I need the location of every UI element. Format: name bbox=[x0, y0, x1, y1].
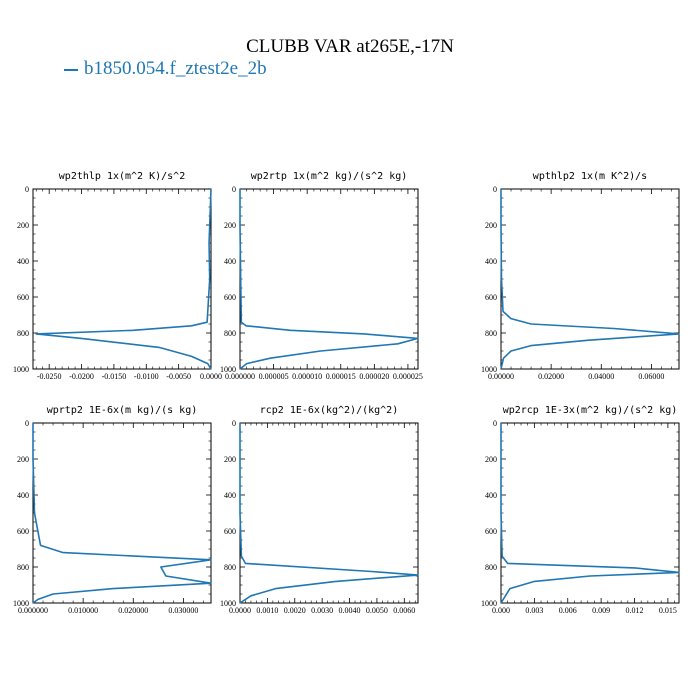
x-tick-label: 0.000000 bbox=[18, 606, 48, 615]
y-tick-label: 1000 bbox=[13, 599, 29, 608]
chart-panel-2: wp2rtp 1x(m^2 kg)/(s^2 kg) 0 200 400 600 800 1… bbox=[220, 171, 423, 381]
y-tick-label: 400 bbox=[17, 257, 29, 266]
y-tick-label: 1000 bbox=[220, 599, 236, 608]
series-line bbox=[239, 423, 419, 604]
chart-panel-3: wpthlp2 1x(m K^2)/s 0 200 400 600 800 10000.00… bbox=[481, 171, 680, 381]
x-tick-label: 0.030000 bbox=[168, 606, 198, 615]
y-tick-label: 1000 bbox=[13, 365, 29, 374]
y-tick-label: 600 bbox=[17, 293, 29, 302]
y-tick-label: 600 bbox=[224, 527, 236, 536]
y-tick-label: 600 bbox=[224, 293, 236, 302]
y-tick-label: 200 bbox=[224, 221, 236, 230]
y-tick-label: 200 bbox=[485, 221, 497, 230]
x-tick-label: 0.006 bbox=[559, 606, 577, 615]
chart-panel-5: rcp2 1E-6x(kg^2)/(kg^2) 0 200 400 600 800 1000… bbox=[220, 405, 419, 615]
plot-frame bbox=[500, 188, 680, 370]
x-tick-label: 0.003 bbox=[525, 606, 543, 615]
x-tick-label: 0.0000 bbox=[200, 372, 222, 381]
y-tick-label: 600 bbox=[485, 293, 497, 302]
y-tick-label: 400 bbox=[224, 257, 236, 266]
x-tick-label: 0.012 bbox=[626, 606, 644, 615]
x-tick-label: 0.010000 bbox=[68, 606, 98, 615]
series-line bbox=[239, 189, 419, 370]
x-tick-label: 0.0000 bbox=[229, 606, 251, 615]
y-tick-label: 400 bbox=[224, 491, 236, 500]
x-tick-label: 0.020000 bbox=[118, 606, 148, 615]
x-tick-label: 0.000020 bbox=[359, 372, 389, 381]
panel-title: wpthlp2 1x(m K^2)/s bbox=[533, 171, 647, 182]
y-tick-label: 800 bbox=[485, 563, 497, 572]
y-tick-label: 800 bbox=[485, 329, 497, 338]
x-tick-label: 0.000015 bbox=[326, 372, 356, 381]
legend: b1850.054.f_ztest2e_2b bbox=[64, 58, 267, 80]
x-tick-label: 0.0020 bbox=[284, 606, 306, 615]
legend-label: b1850.054.f_ztest2e_2b bbox=[84, 58, 267, 79]
y-tick-label: 200 bbox=[224, 455, 236, 464]
y-tick-label: 1000 bbox=[481, 599, 497, 608]
x-tick-label: 0.02000 bbox=[538, 372, 564, 381]
x-tick-label: 0.0040 bbox=[339, 606, 361, 615]
series-line bbox=[500, 423, 680, 604]
x-tick-label: 0.0060 bbox=[393, 606, 415, 615]
chart-panel-6: wp2rcp 1E-3x(m^2 kg)/(s^2 kg) 0 200 400 600 8… bbox=[481, 405, 680, 615]
y-tick-label: 400 bbox=[485, 491, 497, 500]
y-tick-label: 200 bbox=[17, 221, 29, 230]
legend-swatch bbox=[64, 68, 78, 71]
panel-title: wp2thlp 1x(m^2 K)/s^2 bbox=[59, 171, 185, 182]
x-tick-label: -0.0100 bbox=[134, 372, 159, 381]
x-tick-label: 0.000010 bbox=[292, 372, 322, 381]
y-tick-label: 0 bbox=[25, 185, 29, 194]
x-tick-label: 0.0050 bbox=[366, 606, 388, 615]
x-tick-label: 0.015 bbox=[659, 606, 677, 615]
y-tick-label: 600 bbox=[485, 527, 497, 536]
x-tick-label: 0.000025 bbox=[393, 372, 423, 381]
chart-panel-4: wprtp2 1E-6x(m kg)/(s kg) 0 200 400 600 800 10… bbox=[13, 405, 212, 615]
x-tick-label: 0.000005 bbox=[259, 372, 289, 381]
y-tick-label: 200 bbox=[485, 455, 497, 464]
y-tick-label: 1000 bbox=[220, 365, 236, 374]
y-tick-label: 400 bbox=[485, 257, 497, 266]
chart-panel-1: wp2thlp 1x(m^2 K)/s^2 0 200 400 600 800 1000 -0… bbox=[13, 171, 222, 381]
x-tick-label: -0.0250 bbox=[37, 372, 62, 381]
plot-frame bbox=[32, 188, 212, 370]
x-tick-label: 0.009 bbox=[592, 606, 610, 615]
y-tick-label: 800 bbox=[17, 563, 29, 572]
y-tick-label: 1000 bbox=[481, 365, 497, 374]
y-tick-label: 800 bbox=[17, 329, 29, 338]
y-tick-label: 0 bbox=[25, 419, 29, 428]
series-line bbox=[500, 189, 680, 370]
y-tick-label: 800 bbox=[224, 563, 236, 572]
x-tick-label: 0.06000 bbox=[638, 372, 664, 381]
plot-frame bbox=[239, 188, 419, 370]
x-tick-label: -0.0200 bbox=[69, 372, 94, 381]
y-tick-label: 600 bbox=[17, 527, 29, 536]
y-tick-label: 0 bbox=[232, 419, 236, 428]
x-tick-label: -0.0050 bbox=[166, 372, 191, 381]
plot-frame bbox=[239, 422, 419, 604]
x-tick-label: 0.0030 bbox=[311, 606, 333, 615]
page-title: CLUBB VAR at265E,-17N bbox=[246, 36, 454, 57]
y-tick-label: 0 bbox=[493, 419, 497, 428]
plot-frame bbox=[32, 422, 212, 604]
x-tick-label: 0.0010 bbox=[256, 606, 278, 615]
panel-title: wp2rtp 1x(m^2 kg)/(s^2 kg) bbox=[251, 171, 408, 182]
y-tick-label: 200 bbox=[17, 455, 29, 464]
y-tick-label: 0 bbox=[493, 185, 497, 194]
x-tick-label: 0.00000 bbox=[488, 372, 514, 381]
panel-title: wp2rcp 1E-3x(m^2 kg)/(s^2 kg) bbox=[503, 405, 678, 416]
y-tick-label: 0 bbox=[232, 185, 236, 194]
x-tick-label: 0.000000 bbox=[225, 372, 255, 381]
series-line bbox=[35, 188, 212, 370]
y-tick-label: 400 bbox=[17, 491, 29, 500]
x-tick-label: 0.04000 bbox=[588, 372, 614, 381]
panel-title: rcp2 1E-6x(kg^2)/(kg^2) bbox=[260, 405, 398, 416]
x-tick-label: 0.000 bbox=[492, 606, 510, 615]
y-tick-label: 800 bbox=[224, 329, 236, 338]
series-line bbox=[32, 423, 212, 604]
panel-title: wprtp2 1E-6x(m kg)/(s kg) bbox=[47, 405, 198, 416]
x-tick-label: -0.0150 bbox=[102, 372, 127, 381]
